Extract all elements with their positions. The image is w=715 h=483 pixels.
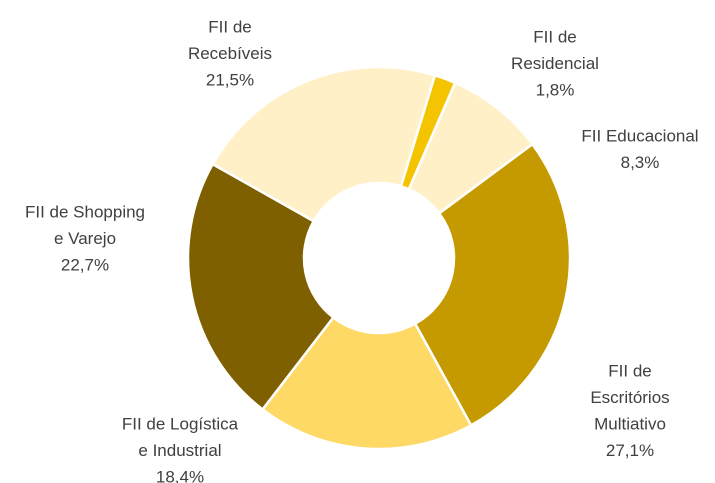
value-label: 22,7% [61,255,109,274]
value-label: 8,3% [621,153,660,172]
segment-label: Escritórios [590,388,669,407]
segment-label: FII de Logística [122,414,239,433]
segment-label: e Industrial [138,441,221,460]
segment-label: Multiativo [594,414,666,433]
donut-segment [413,142,572,428]
donut-segment [260,315,473,451]
segment-label: FII Educacional [581,126,698,145]
segment-label: Residencial [511,54,599,73]
donut-segment [186,162,336,412]
value-label: 27,1% [606,441,654,460]
segment-label: Recebíveis [188,44,272,63]
value-label: 18,4% [156,467,204,483]
segment-label: FII de [533,27,576,46]
segment-label: FII de [608,361,651,380]
segment-label: FII de Shopping [25,202,145,221]
value-label: 21,5% [206,70,254,89]
value-label: 1,8% [536,80,575,99]
donut-segment [210,65,437,223]
segment-label: FII de [208,17,251,36]
segment-label: e Varejo [54,229,116,248]
